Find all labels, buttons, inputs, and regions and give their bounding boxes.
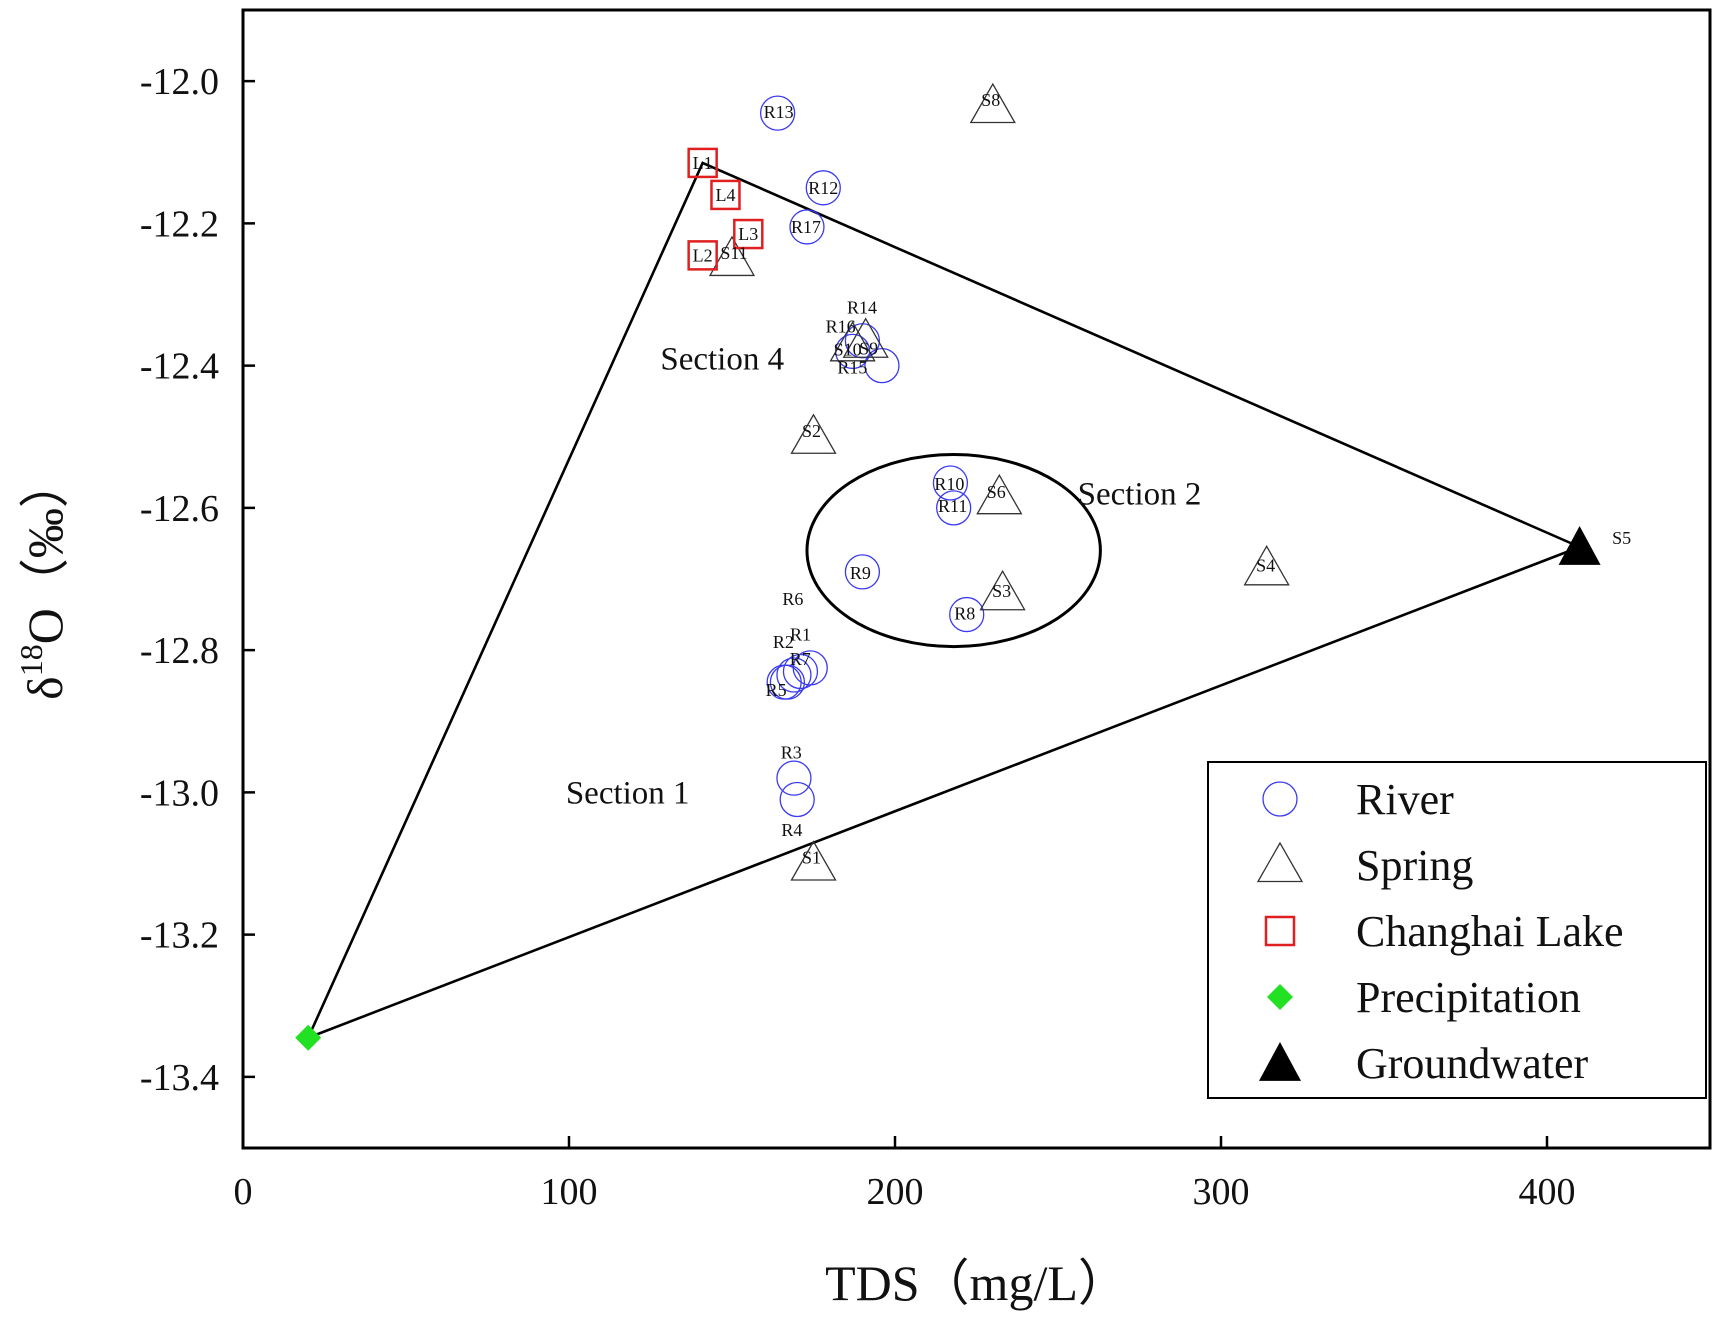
point-label-s1: S1	[802, 848, 821, 868]
section-label-section-4: Section 4	[660, 342, 784, 378]
legend-marker-spring	[1256, 841, 1304, 883]
legend-box	[1207, 761, 1707, 1099]
y-tick-label-12: -12.0	[140, 61, 219, 103]
y-tick-label-13: -13.0	[140, 772, 219, 814]
point-river-r13	[759, 95, 796, 131]
legend-marker-precipitation	[1267, 984, 1293, 1010]
x-tick-label-300: 300	[1193, 1171, 1250, 1213]
point-label-r16: R16	[826, 316, 856, 336]
legend-marker-changhai-lake	[1264, 915, 1296, 947]
section-2-ellipse	[805, 453, 1102, 649]
legend-label-groundwater: Groundwater	[1356, 1039, 1588, 1088]
point-spring-s11	[708, 235, 756, 277]
point-label-r11: R11	[938, 496, 967, 516]
point-river-r7	[792, 650, 828, 686]
x-tick-label-400: 400	[1519, 1171, 1576, 1213]
point-river-r8	[949, 596, 985, 633]
point-label-s2: S2	[802, 421, 821, 441]
point-label-l4: L4	[715, 185, 735, 205]
point-label-r8: R8	[954, 604, 975, 624]
point-changhai-lake-l3	[733, 218, 764, 250]
point-spring-s10	[829, 320, 876, 362]
point-spring-s8	[969, 82, 1016, 124]
point-river-r10	[932, 465, 969, 501]
point-label-s10: S10	[834, 339, 862, 359]
legend-label-spring: Spring	[1356, 841, 1473, 890]
plot-frame	[241, 8, 1712, 1150]
section-labels: Section 1 Section 2 Section 4	[566, 342, 1202, 812]
legend-label-precipitation: Precipitation	[1356, 973, 1581, 1022]
point-spring-s3	[979, 569, 1026, 611]
point-label-l3: L3	[738, 224, 758, 244]
point-label-r9: R9	[850, 563, 871, 583]
point-label-l2: L2	[693, 245, 713, 265]
point-label-r3: R3	[781, 742, 802, 762]
point-label-s9: S9	[859, 339, 878, 359]
point-spring-s4	[1243, 545, 1290, 586]
point-river-r12	[805, 170, 841, 206]
point-label-r13: R13	[764, 102, 794, 122]
point-label-r10: R10	[934, 474, 964, 494]
point-spring-s2	[790, 413, 837, 454]
point-label-l1: L1	[693, 153, 713, 173]
y-tick-label-12-6: -12.6	[140, 488, 219, 530]
x-tick-label-100: 100	[541, 1171, 598, 1213]
point-label-s5: S5	[1612, 528, 1631, 548]
point-river-r9	[844, 554, 881, 590]
y-axis-title: δ18O（‰）	[13, 458, 73, 700]
point-label-s8: S8	[981, 90, 1000, 110]
point-label-s4: S4	[1256, 555, 1275, 575]
point-groundwater-s5	[1558, 525, 1601, 565]
point-label-r6: R6	[782, 589, 803, 609]
section-label-section-1: Section 1	[566, 775, 690, 811]
y-tick-label-13-2: -13.2	[140, 915, 219, 957]
y-tick-label-12-4: -12.4	[140, 346, 219, 388]
legend-marker-river	[1262, 781, 1298, 817]
axes: 0 100 200 300 400 -12.0 -12.2 -12.4 -12.6 -12.8 -1…	[13, 8, 1712, 1311]
point-label-s11: S11	[720, 243, 747, 263]
point-river-r17	[789, 209, 825, 245]
legend-label-changhai-lake: Changhai Lake	[1356, 907, 1624, 956]
point-label-r2: R2	[773, 632, 794, 652]
point-label-r15: R15	[837, 358, 867, 378]
point-label-r5: R5	[766, 680, 787, 700]
section-2-ellipse-outline	[805, 453, 1102, 649]
data-points	[295, 82, 1601, 1051]
point-label-r14: R14	[847, 298, 877, 318]
y-tick-label-12-8: -12.8	[140, 630, 219, 672]
point-spring-s6	[976, 473, 1023, 515]
legend-marker-groundwater	[1259, 1042, 1301, 1081]
point-changhai-lake-l2	[687, 240, 718, 271]
x-axis-title: TDS（mg/L）	[825, 1255, 1128, 1311]
point-spring-s9	[842, 317, 889, 358]
x-tick-label-200: 200	[867, 1171, 924, 1213]
mixing-triangle-outline	[305, 161, 1584, 1041]
point-label-r4: R4	[781, 820, 802, 840]
point-changhai-lake-l4	[710, 179, 741, 211]
point-label-r7: R7	[790, 649, 811, 669]
y-tick-label-13-4: -13.4	[140, 1057, 219, 1099]
point-changhai-lake-l1	[687, 147, 718, 179]
point-precipitation	[295, 1024, 322, 1051]
point-label-s3: S3	[992, 581, 1011, 601]
point-label-r1: R1	[790, 624, 811, 644]
point-label-s6: S6	[987, 482, 1006, 502]
point-spring-s1	[790, 840, 837, 881]
point-river-r4	[776, 760, 812, 796]
x-tick-label-0: 0	[234, 1171, 253, 1213]
point-label-r17: R17	[791, 217, 821, 237]
point-river-r11	[936, 490, 972, 526]
point-river-r6	[776, 657, 812, 693]
point-label-r12: R12	[808, 178, 838, 198]
y-tick-label-12-2: -12.2	[140, 203, 219, 245]
point-river-r3	[779, 781, 815, 818]
point-river-r14	[864, 347, 900, 384]
legend-label-river: River	[1356, 775, 1454, 824]
section-label-section-2: Section 2	[1078, 477, 1202, 513]
mixing-triangle	[305, 161, 1584, 1041]
legend: River Spring Changhai Lake Precipitation Gro…	[1207, 761, 1707, 1099]
